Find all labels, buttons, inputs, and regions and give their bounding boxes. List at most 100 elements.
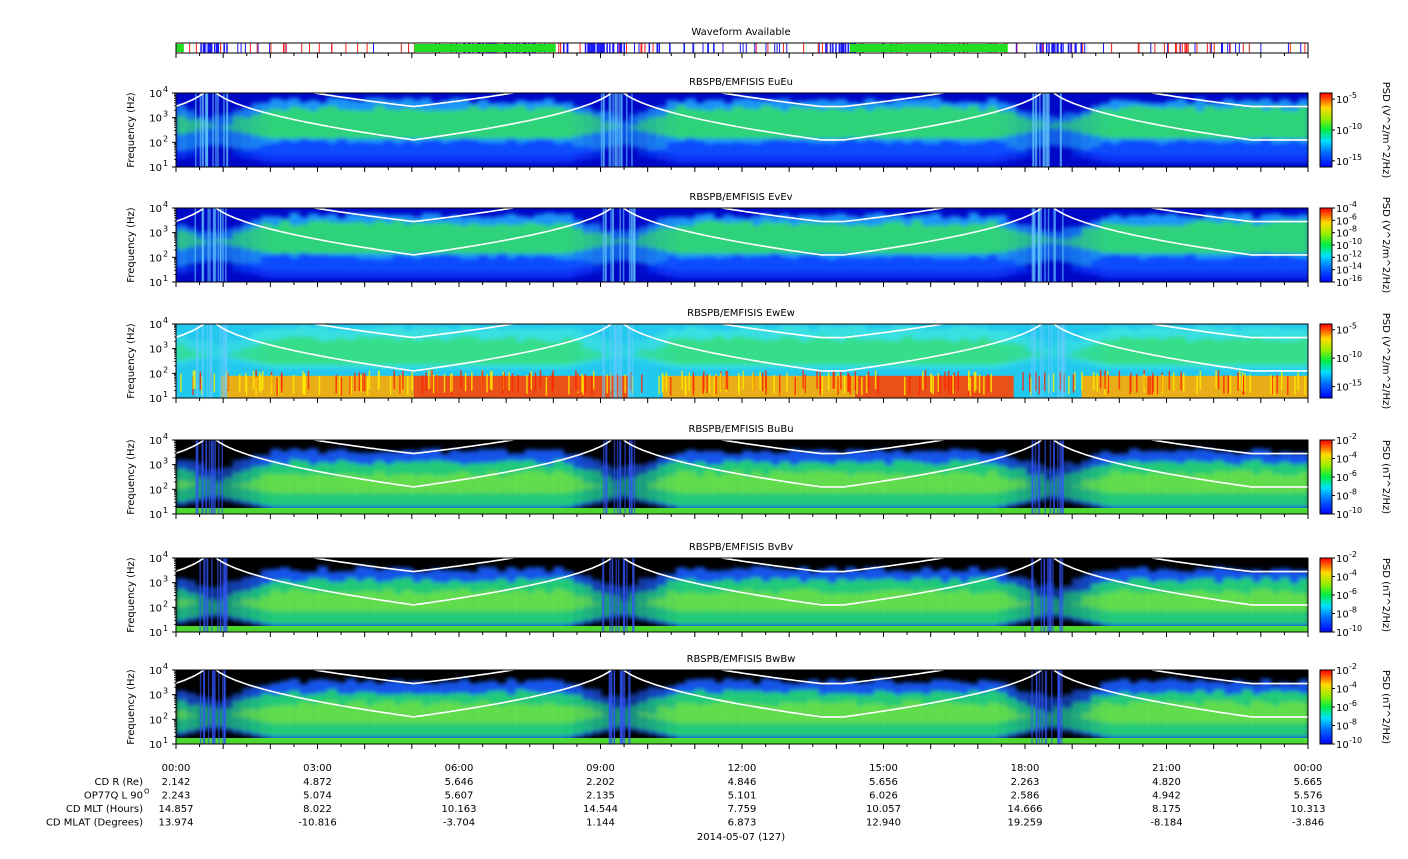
waveform-tick (189, 43, 191, 53)
colorbar-tick-exponent: -4 (1349, 200, 1357, 209)
y-tick-label: 10 (149, 114, 162, 125)
waveform-tick (1238, 43, 1240, 53)
y-tick-label: 10 (149, 204, 162, 215)
waveform-tick (1179, 43, 1181, 53)
fce-curve (176, 208, 1308, 256)
spectrogram (176, 558, 1308, 632)
waveform-tick (237, 43, 239, 53)
waveform-tick (560, 43, 562, 53)
waveform-tick (1039, 43, 1042, 53)
x-tick-label: 21:00 (1152, 763, 1181, 774)
waveform-tick (270, 43, 272, 53)
y-tick-exponent: 2 (163, 134, 168, 143)
waveform-title: Waveform Available (691, 27, 790, 38)
colorbar-tick-label: 10 (1336, 573, 1349, 584)
ephemeris-value: -8.184 (1150, 818, 1182, 829)
colorbar-tick-exponent: -6 (1349, 587, 1357, 596)
y-tick-label: 10 (149, 320, 162, 331)
waveform-tick (1242, 43, 1244, 53)
ephemeris-value: 14.544 (583, 804, 618, 815)
colorbar-tick-label: 10 (1336, 157, 1349, 168)
waveform-tick (713, 43, 715, 53)
waveform-tick (566, 43, 568, 53)
waveform-tick (301, 43, 303, 53)
ephemeris-value: -10.816 (298, 818, 337, 829)
waveform-tick (602, 43, 604, 53)
waveform-tick (1082, 43, 1084, 53)
panel-title: RBSPB/EMFISIS EvEv (689, 192, 792, 203)
y-tick-label: 10 (149, 253, 162, 264)
waveform-tick (1300, 43, 1302, 53)
waveform-tick (1194, 43, 1196, 53)
y-tick-exponent: 3 (163, 457, 168, 466)
waveform-tick (592, 43, 594, 53)
waveform-tick (1163, 43, 1165, 53)
fce-curve (310, 440, 1308, 455)
y-tick-exponent: 3 (163, 575, 168, 584)
y-tick-exponent: 1 (163, 506, 168, 515)
waveform-tick (203, 43, 205, 53)
waveform-band-1 (414, 44, 556, 52)
ephemeris-value: 5.656 (869, 777, 898, 788)
colorbar-tick-label: 10 (1336, 685, 1349, 696)
waveform-tick (345, 43, 347, 53)
waveform-tick (244, 43, 246, 53)
y-tick-label: 10 (149, 369, 162, 380)
ephemeris-value: 5.607 (445, 791, 474, 802)
waveform-tick (1196, 43, 1198, 53)
waveform-tick (739, 43, 741, 53)
waveform-tick (210, 43, 213, 53)
colorbar-tick-exponent: -12 (1349, 249, 1362, 258)
waveform-tick (1209, 43, 1211, 53)
ephemeris-value: 2.135 (586, 791, 615, 802)
y-tick-exponent: 4 (163, 550, 168, 559)
y-tick-label: 10 (149, 345, 162, 356)
waveform-tick (825, 43, 828, 53)
colorbar-tick-exponent: -8 (1349, 488, 1357, 497)
y-tick-exponent: 4 (163, 662, 168, 671)
colorbar-tick-label: 10 (1336, 253, 1349, 264)
y-axis-label: Frequency (Hz) (126, 439, 137, 515)
ephemeris-value: 4.872 (303, 777, 332, 788)
colorbar-tick-exponent: -15 (1349, 379, 1362, 388)
colorbar-tick-exponent: -2 (1349, 432, 1357, 441)
waveform-tick (598, 43, 600, 53)
x-tick-label: 09:00 (586, 763, 615, 774)
y-tick-label: 10 (149, 229, 162, 240)
waveform-tick (652, 43, 654, 53)
ephemeris-label: CD R (Re) (95, 777, 144, 788)
colorbar-tick-label: 10 (1336, 554, 1349, 565)
fce-curve (176, 558, 1308, 606)
waveform-tick (817, 43, 819, 53)
ephemeris-label: CD MLAT (Degrees) (46, 818, 143, 829)
waveform-tick (1222, 43, 1223, 53)
y-tick-label: 10 (149, 461, 162, 472)
waveform-tick (1175, 43, 1176, 53)
colorbar-tick-exponent: -4 (1349, 681, 1357, 690)
y-tick-exponent: 3 (163, 110, 168, 119)
colorbar-tick-exponent: -14 (1349, 262, 1362, 271)
colorbar-label: PSD (V^2/m^2/Hz) (1380, 197, 1391, 294)
waveform-tick (841, 43, 843, 53)
waveform-tick (1229, 43, 1231, 53)
waveform-tick (1080, 43, 1082, 53)
waveform-tick (587, 43, 589, 53)
waveform-tick (847, 43, 849, 53)
y-tick-label: 10 (149, 485, 162, 496)
waveform-tick (702, 43, 704, 53)
ephemeris-value: 2.243 (162, 791, 191, 802)
waveform-tick (623, 43, 625, 53)
colorbar-tick-label: 10 (1336, 455, 1349, 466)
x-tick-label: 06:00 (445, 763, 474, 774)
colorbar-tick-label: 10 (1336, 510, 1349, 521)
waveform-tick (249, 43, 251, 53)
colorbar-tick-label: 10 (1336, 216, 1349, 227)
waveform-tick (839, 43, 841, 53)
waveform-tick (786, 43, 788, 53)
colorbar-tick-label: 10 (1336, 591, 1349, 602)
